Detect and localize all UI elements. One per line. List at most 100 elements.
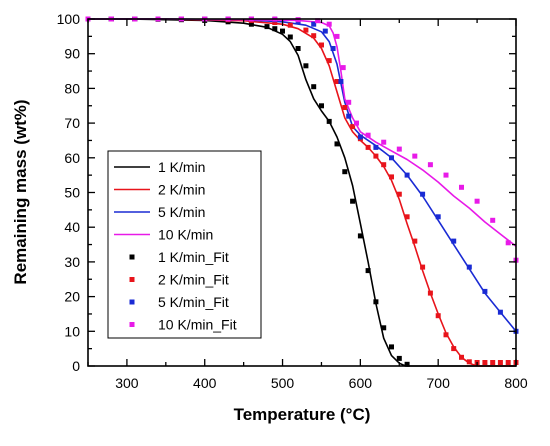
data-point-1-k-min-fit: [287, 34, 293, 40]
data-point-2-k-min-fit: [373, 153, 379, 159]
data-point-1-k-min-fit: [350, 198, 356, 204]
data-point-1-k-min-fit: [373, 299, 379, 305]
legend-label-10-k-min: 10 K/min: [158, 227, 213, 243]
data-point-2-k-min-fit: [326, 58, 332, 64]
y-tick-label: 0: [72, 358, 80, 374]
data-point-5-k-min-fit: [404, 172, 410, 178]
data-point-2-k-min-fit: [451, 346, 457, 352]
y-tick-label: 90: [64, 46, 80, 62]
data-point-1-k-min-fit: [342, 169, 348, 175]
data-point-1-k-min-fit: [272, 26, 278, 32]
data-point-5-k-min-fit: [357, 134, 363, 140]
legend-swatch-2-k-min-fit: [129, 277, 135, 282]
x-axis-title: Temperature (°C): [234, 405, 371, 424]
y-tick-label: 70: [64, 115, 80, 131]
data-point-5-k-min-fit: [420, 191, 426, 197]
y-axis-title: Remaining mass (wt%): [11, 99, 30, 284]
data-point-5-k-min-fit: [338, 79, 344, 84]
series-line-1-k-min: [88, 18, 516, 367]
data-point-2-k-min-fit: [427, 290, 433, 296]
data-point-10-k-min-fit: [334, 33, 340, 39]
x-tick-label: 300: [115, 375, 139, 391]
data-point-2-k-min-fit: [482, 360, 488, 365]
data-point-5-k-min-fit: [311, 21, 317, 27]
data-point-2-k-min-fit: [350, 124, 356, 130]
data-point-1-k-min-fit: [357, 233, 363, 239]
data-point-10-k-min-fit: [354, 120, 359, 126]
data-point-10-k-min-fit: [443, 172, 449, 178]
data-point-1-k-min-fit: [311, 84, 317, 90]
data-point-2-k-min-fit: [505, 360, 511, 365]
x-tick-label: 600: [349, 375, 373, 391]
data-point-2-k-min-fit: [287, 22, 293, 28]
data-point-2-k-min-fit: [443, 332, 449, 338]
data-point-10-k-min-fit: [490, 217, 496, 223]
data-point-10-k-min-fit: [340, 65, 346, 71]
x-tick-label: 500: [271, 375, 295, 391]
series-line-2-k-min: [88, 18, 516, 367]
legend-label-1-k-min-fit: 1 K/min_Fit: [158, 249, 229, 265]
legend-label-5-k-min: 5 K/min: [158, 204, 205, 220]
legend-swatch-10-k-min-fit: [129, 322, 135, 327]
data-point-10-k-min-fit: [396, 146, 402, 152]
data-point-10-k-min-fit: [315, 18, 321, 24]
data-point-5-k-min-fit: [435, 214, 441, 220]
data-point-5-k-min-fit: [330, 46, 336, 51]
data-point-1-k-min-fit: [248, 21, 254, 27]
data-point-5-k-min-fit: [389, 155, 394, 161]
data-point-2-k-min-fit: [311, 33, 317, 39]
data-point-5-k-min-fit: [373, 144, 379, 150]
data-point-1-k-min-fit: [319, 103, 324, 109]
legend-label-5-k-min-fit: 5 K/min_Fit: [158, 294, 229, 310]
data-point-1-k-min-fit: [404, 361, 410, 367]
data-point-1-k-min-fit: [326, 118, 332, 124]
data-point-10-k-min-fit: [381, 139, 387, 145]
data-point-10-k-min-fit: [427, 162, 433, 168]
y-tick-label: 50: [64, 185, 80, 201]
data-point-1-k-min-fit: [389, 344, 394, 350]
data-point-2-k-min-fit: [365, 144, 371, 150]
data-point-10-k-min-fit: [326, 21, 332, 27]
data-point-10-k-min-fit: [459, 184, 464, 190]
y-tick-label: 100: [57, 11, 81, 27]
y-tick-label: 60: [64, 150, 80, 166]
data-point-10-k-min-fit: [474, 198, 480, 204]
data-point-5-k-min-fit: [497, 309, 503, 315]
data-point-2-k-min-fit: [381, 162, 387, 168]
data-point-1-k-min-fit: [264, 24, 270, 30]
data-point-2-k-min-fit: [490, 360, 496, 365]
legend-label-2-k-min-fit: 2 K/min_Fit: [158, 272, 229, 288]
data-point-2-k-min-fit: [319, 42, 324, 48]
legend-box: [107, 150, 262, 339]
data-point-10-k-min-fit: [505, 240, 511, 246]
data-point-5-k-min-fit: [466, 264, 472, 270]
data-point-10-k-min-fit: [412, 153, 418, 159]
data-point-2-k-min-fit: [272, 20, 278, 25]
data-point-2-k-min-fit: [497, 360, 503, 365]
data-point-2-k-min-fit: [459, 354, 464, 360]
axis-layer: 300 400 500 600 700 800 0 10 20 30 40 50 60 70 80 90 100: [57, 11, 528, 391]
data-point-2-k-min-fit: [389, 174, 394, 180]
data-point-5-k-min-fit: [322, 28, 328, 34]
y-tick-label: 40: [64, 219, 80, 235]
legend-label-10-k-min-fit: 10 K/min_Fit: [158, 317, 237, 333]
data-point-2-k-min-fit: [466, 359, 472, 365]
y-tick-label: 80: [64, 80, 80, 96]
data-point-2-k-min-fit: [435, 313, 441, 319]
x-tick-label: 800: [504, 375, 528, 391]
data-point-5-k-min-fit: [482, 288, 488, 294]
x-tick-label: 700: [427, 375, 451, 391]
data-point-2-k-min-fit: [412, 238, 418, 244]
legend-label-1-k-min: 1 K/min: [158, 159, 205, 175]
legend-swatch-5-k-min-fit: [129, 299, 135, 305]
data-point-1-k-min-fit: [381, 325, 387, 331]
x-tick-label: 400: [193, 375, 217, 391]
legend-label-2-k-min: 2 K/min: [158, 182, 205, 198]
y-tick-label: 30: [64, 254, 80, 270]
data-point-1-k-min-fit: [295, 46, 301, 51]
data-point-5-k-min-fit: [346, 113, 352, 119]
data-point-10-k-min-fit: [346, 99, 352, 105]
data-point-1-k-min-fit: [303, 63, 309, 69]
